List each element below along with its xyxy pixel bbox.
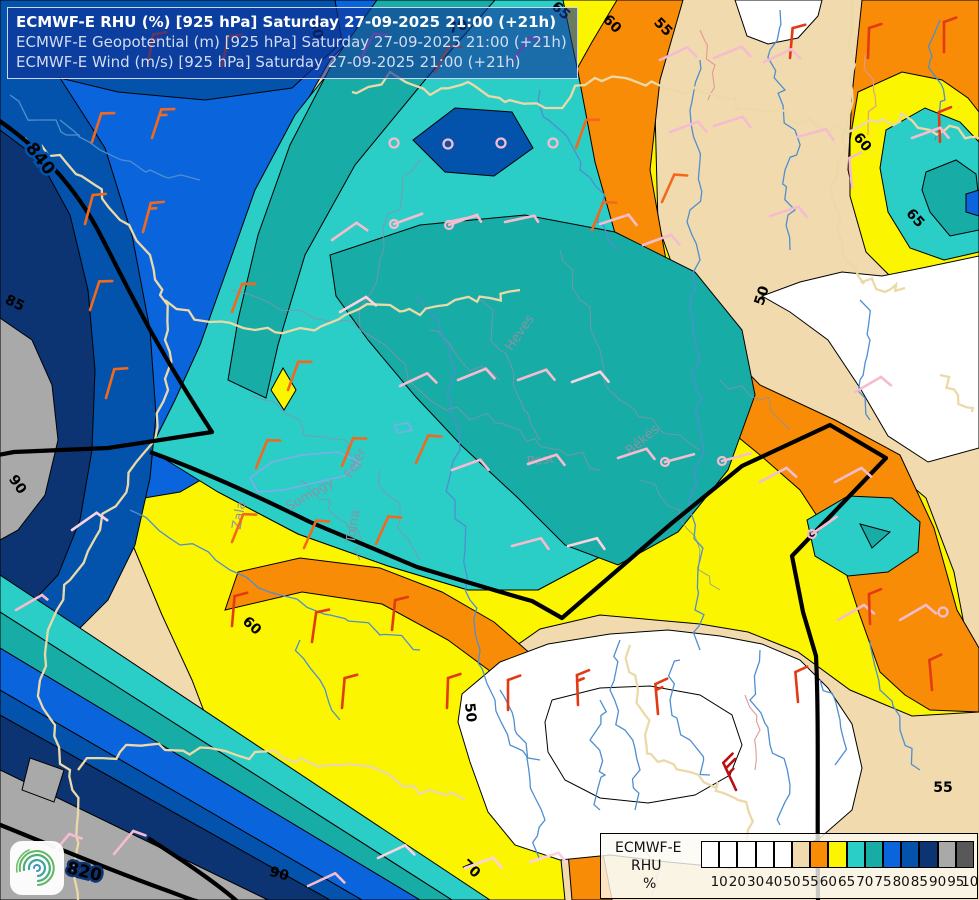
legend-color-cell [755, 841, 774, 868]
legend-color-cell [701, 841, 720, 868]
legend-color-cell [828, 841, 847, 868]
legend-tick-label: 20 [728, 874, 746, 890]
header-line-wind: ECMWF-E Wind (m/s) [925 hPa] Saturday 27… [16, 53, 521, 71]
legend-tick-label: 70 [856, 874, 874, 890]
legend-color-cell [937, 841, 956, 868]
map-header: ECMWF-E RHU (%) [925 hPa] Saturday 27-09… [7, 7, 578, 79]
legend-color-cell [955, 841, 974, 868]
svg-text:Zala: Zala [230, 500, 250, 531]
rivers [9, 9, 946, 861]
legend-tick-label: 50 [783, 874, 801, 890]
legend-parameter-label: RHU [631, 858, 662, 874]
legend-color-cell [883, 841, 902, 868]
legend-model-label: ECMWF-E [615, 840, 682, 856]
legend-tick-label: 85 [910, 874, 928, 890]
met-service-logo [10, 841, 64, 895]
svg-text:85: 85 [2, 292, 26, 315]
legend-color-cell [792, 841, 811, 868]
svg-text:50: 50 [752, 284, 773, 308]
legend-color-cell [919, 841, 938, 868]
header-line-geopotential: ECMWF-E Geopotential (m) [925 hPa] Satur… [16, 33, 567, 51]
logo-spiral-icon [10, 841, 64, 895]
legend-color-cell [773, 841, 792, 868]
legend-color-cell [864, 841, 883, 868]
svg-text:90: 90 [268, 864, 291, 885]
legend-color-cell [846, 841, 865, 868]
legend-color-cell [737, 841, 756, 868]
legend-color-cell [810, 841, 829, 868]
header-line-rhu: ECMWF-E RHU (%) [925 hPa] Saturday 27-09… [16, 13, 557, 31]
wind-barbs [14, 16, 958, 888]
legend-panel: ECMWF-E RHU % 10 20 30 40 50 55 60 65 70 75 80 85 90… [600, 833, 979, 899]
legend-tick-label: 95 [947, 874, 965, 890]
country-borders [24, 0, 979, 900]
geopotential-contour-lines [0, 118, 889, 900]
legend-color-cell [901, 841, 920, 868]
legend-color-cell [719, 841, 738, 868]
legend-tick-label: 100 [961, 874, 979, 890]
legend-tick-label: 10 [710, 874, 728, 890]
svg-text:Tolna: Tolna [344, 509, 364, 545]
legend-tick-label: 65 [838, 874, 856, 890]
legend-tick-label: 80 [892, 874, 910, 890]
svg-text:50: 50 [461, 702, 479, 723]
legend-tick-label: 75 [874, 874, 892, 890]
legend-tick-label: 55 [801, 874, 819, 890]
legend-unit-label: % [643, 876, 657, 892]
legend-tick-label: 90 [929, 874, 947, 890]
svg-text:55: 55 [933, 780, 952, 796]
legend-tick-label: 60 [819, 874, 837, 890]
legend-tick-label: 40 [765, 874, 783, 890]
legend-tick-label: 30 [747, 874, 765, 890]
